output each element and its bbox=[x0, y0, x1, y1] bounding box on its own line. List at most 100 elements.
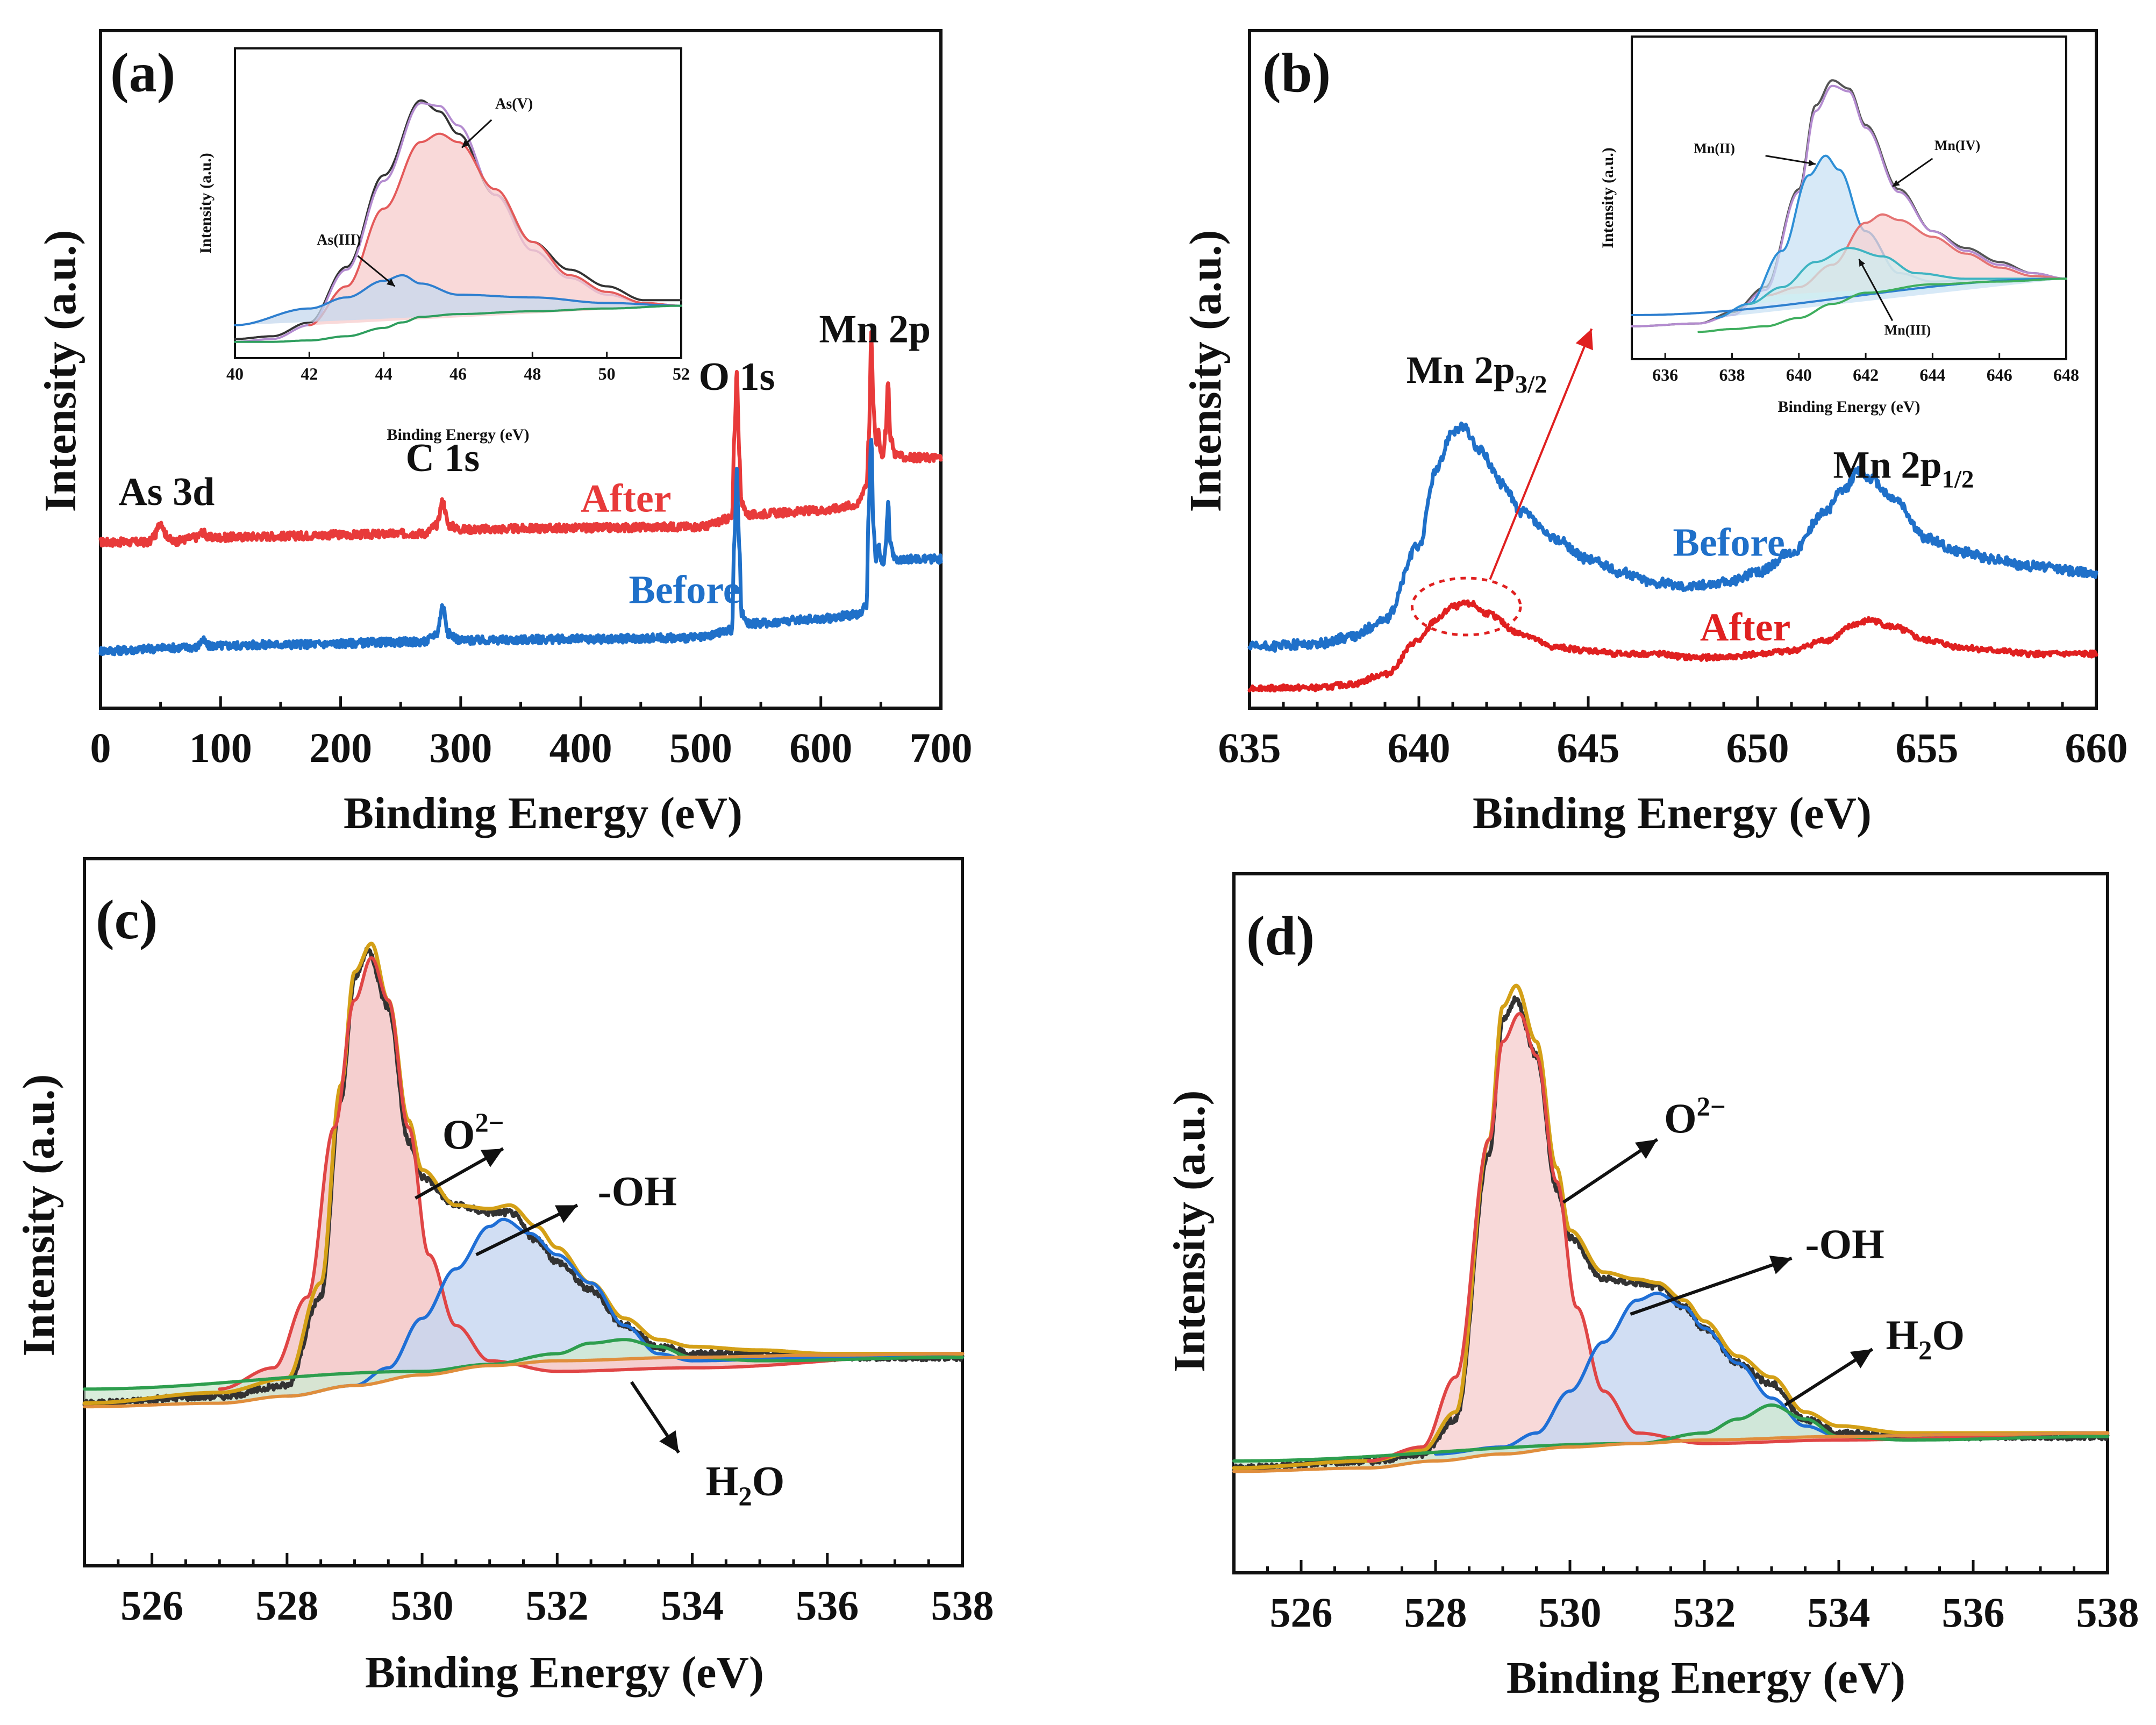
panel-c-frame bbox=[83, 857, 964, 1567]
panel-d-fill-o2 bbox=[1368, 1014, 2108, 1468]
panel-a-inset-x-tick-label: 40 bbox=[226, 364, 244, 383]
panel-c-x-tick-label: 532 bbox=[526, 1582, 589, 1629]
panel-b-inset-annotation-arrow-shaft bbox=[1858, 259, 1894, 322]
panel-b-y-axis-label: Intensity (a.u.) bbox=[1181, 230, 1231, 512]
panel-a-inset-annotation-arrow-head bbox=[386, 278, 395, 287]
panel-c-x-tick-label: 530 bbox=[391, 1582, 454, 1629]
panel-a-x-tick-label: 300 bbox=[429, 724, 492, 771]
panel-d-fill-oh bbox=[1436, 1293, 2108, 1461]
panel-a-inset-annotation: As(III) bbox=[317, 232, 361, 248]
panel-b-series-label-before: Before bbox=[1673, 521, 1785, 565]
panel-a-x-tick-label: 700 bbox=[910, 724, 973, 771]
panel-a-label: (a) bbox=[110, 42, 175, 104]
panel-a-x-tick-label: 200 bbox=[309, 724, 372, 771]
panel-b-inset-x-tick-label: 644 bbox=[1919, 365, 1945, 384]
panel-d-annotation: O2− bbox=[1664, 1092, 1726, 1142]
panel-c-label: (c) bbox=[96, 889, 158, 951]
panel-a-y-axis-label: Intensity (a.u.) bbox=[35, 230, 85, 512]
panel-c-annotation-sub: 2 bbox=[738, 1481, 752, 1512]
panel-a-x-axis-label: Binding Energy (eV) bbox=[344, 788, 743, 838]
panel-d-annotation-arrow-shaft bbox=[1630, 1257, 1793, 1316]
panel-a: 0 100 200 300 400 500 600 700 After Before As 3d C … bbox=[35, 29, 973, 838]
panel-b-inset-series-envelope bbox=[1631, 84, 2067, 327]
panel-b-series-label-after: After bbox=[1700, 605, 1790, 650]
panel-b-peak-label-sub: 3/2 bbox=[1515, 370, 1547, 398]
panel-c-annotation-sup: 2− bbox=[475, 1108, 504, 1138]
panel-d-annotation-arrow-head bbox=[1769, 1256, 1792, 1274]
panel-d-x-tick-label: 538 bbox=[2076, 1589, 2139, 1636]
panel-c-series-oh bbox=[285, 1217, 964, 1398]
panel-b-inset-x-tick-label: 642 bbox=[1853, 365, 1879, 384]
panel-d-fill-h2o bbox=[1234, 1405, 2108, 1472]
panel-b-inset-annotation: Mn(II) bbox=[1694, 140, 1735, 156]
panel-a-inset-x-tick-label: 48 bbox=[524, 364, 541, 383]
panel-d-x-tick-label: 526 bbox=[1270, 1589, 1333, 1636]
panel-a-series-label-before: Before bbox=[629, 568, 740, 612]
panel-c-y-axis-label: Intensity (a.u.) bbox=[14, 1074, 64, 1356]
panel-b-peak-label-sub: 1/2 bbox=[1942, 466, 1974, 494]
panel-c-annotation-arrow-head bbox=[480, 1149, 503, 1167]
panel-c-x-tick-label: 526 bbox=[120, 1582, 183, 1629]
panel-d-y-axis-label: Intensity (a.u.) bbox=[1165, 1090, 1215, 1372]
panel-d-annotation-arrow-head bbox=[1850, 1349, 1873, 1368]
panel-d-annotation: -OH bbox=[1805, 1221, 1884, 1267]
panel-b-inset-annotation: Mn(IV) bbox=[1934, 138, 1980, 153]
panel-d-x-tick-label: 534 bbox=[1808, 1589, 1871, 1636]
panel-b-x-axis-label: Binding Energy (eV) bbox=[1473, 788, 1872, 838]
panel-b-inset-x-tick-label: 640 bbox=[1786, 365, 1812, 384]
panel-b: 635 640 645 650 655 660 Before After Mn 2p3/2 Mn … bbox=[1181, 29, 2128, 838]
panel-d-x-tick-label: 532 bbox=[1673, 1589, 1736, 1636]
panel-b-data: 635 640 645 650 655 660 Before After Mn 2p3/2 Mn … bbox=[1218, 328, 2128, 771]
panel-b-x-tick-label: 660 bbox=[2065, 724, 2128, 771]
panel-c: O 2− -OH H2O 526 528 530 532 534 536 538 (c) Inten… bbox=[14, 857, 994, 1698]
panel-b-inset-annotation-arrow-shaft bbox=[1765, 155, 1816, 165]
panel-c-annotation: H2O bbox=[706, 1458, 785, 1512]
panel-c-series-envelope bbox=[82, 942, 965, 1406]
panel-c-annotation: -OH bbox=[598, 1167, 677, 1214]
panel-a-inset-series-asiii bbox=[234, 274, 682, 326]
panel-d-series-h2o bbox=[1232, 1403, 2109, 1463]
panel-a-series-before bbox=[98, 438, 943, 657]
panel-d-series-baseline bbox=[1232, 1431, 2109, 1473]
panel-a-x-tick-label: 500 bbox=[669, 724, 732, 771]
panel-c-fill-h2o bbox=[84, 1339, 962, 1407]
panel-b-inset-x-tick-label: 636 bbox=[1652, 365, 1678, 384]
panel-b-inset-x-axis-label: Binding Energy (eV) bbox=[1777, 398, 1920, 416]
panel-c-data: O 2− -OH H2O 526 528 530 532 534 536 538 bbox=[82, 942, 994, 1629]
panel-b-inset-annotation-arrow-head bbox=[1892, 180, 1900, 187]
panel-b-peak-label: Mn 2p1/2 bbox=[1833, 444, 1974, 494]
panel-b-inset-y-axis-label: Intensity (a.u.) bbox=[1599, 147, 1617, 248]
panel-a-x-tick-label: 400 bbox=[549, 724, 612, 771]
panel-b-series-before bbox=[1247, 421, 2098, 653]
panel-b-x-tick-label: 650 bbox=[1726, 724, 1789, 771]
panel-c-x-axis-label: Binding Energy (eV) bbox=[365, 1648, 764, 1698]
panel-b-inset-x-tick-label: 638 bbox=[1719, 365, 1745, 384]
panel-b-x-tick-label: 635 bbox=[1218, 724, 1281, 771]
panel-a-peak-label: Mn 2p bbox=[819, 308, 931, 352]
panel-a-peak-label: As 3d bbox=[118, 470, 215, 514]
panel-c-x-tick-label: 536 bbox=[796, 1582, 859, 1629]
panel-a-inset: As(V) As(III) 40 42 44 46 48 50 52 Binding Energ… bbox=[197, 47, 690, 444]
panel-b-x-tick-label: 640 bbox=[1388, 724, 1451, 771]
panel-b-peak-label: Mn 2p3/2 bbox=[1407, 348, 1547, 398]
panel-c-fill-oh bbox=[287, 1219, 962, 1396]
panel-a-inset-annotation-arrow-head bbox=[461, 139, 470, 148]
panel-a-peak-label: C 1s bbox=[405, 436, 480, 480]
panel-b-label: (b) bbox=[1262, 42, 1331, 104]
panel-c-annotation-arrow-head bbox=[659, 1430, 679, 1453]
panel-a-inset-y-axis-label: Intensity (a.u.) bbox=[197, 153, 215, 254]
panel-a-inset-x-tick-label: 52 bbox=[673, 364, 690, 383]
panel-b-inset-series-background bbox=[1697, 277, 2067, 333]
panel-c-annotation-tail: O bbox=[752, 1458, 785, 1505]
panel-a-inset-annotation: As(V) bbox=[495, 96, 533, 112]
panel-a-inset-x-tick-label: 46 bbox=[449, 364, 467, 383]
panel-b-x-tick-label: 655 bbox=[1896, 724, 1959, 771]
panel-a-inset-series-raw bbox=[234, 99, 682, 340]
panel-d-x-tick-label: 536 bbox=[1942, 1589, 2005, 1636]
panel-a-x-tick-label: 600 bbox=[789, 724, 852, 771]
panel-c-series-h2o bbox=[83, 1338, 964, 1391]
panel-a-inset-series-asv bbox=[308, 132, 682, 326]
